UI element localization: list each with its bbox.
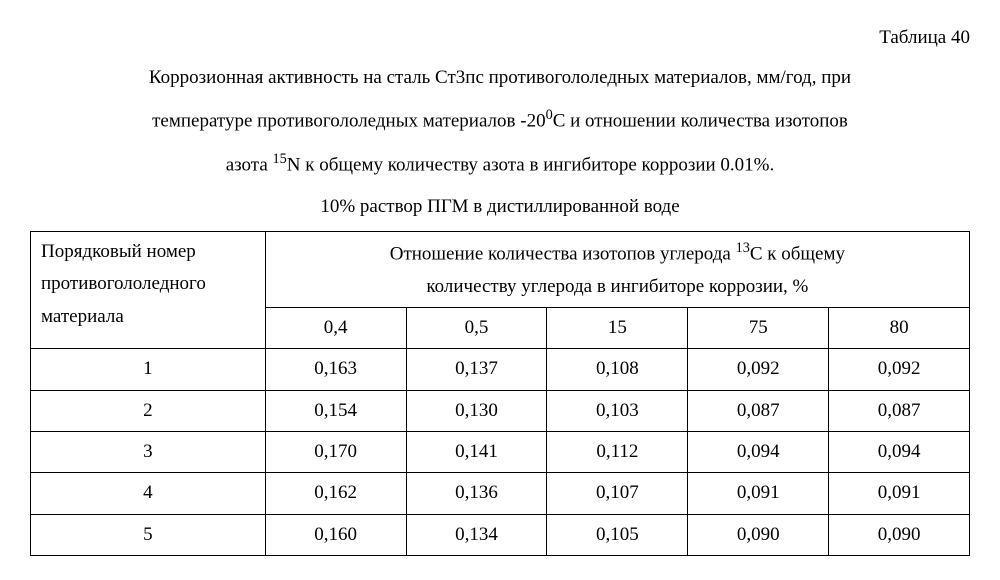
cell: 0,137 — [406, 349, 547, 390]
cell: 0,092 — [829, 349, 970, 390]
table-number: Таблица 40 — [30, 20, 970, 56]
cell: 0,091 — [688, 473, 829, 514]
header-span-c: количеству углерода в ингибиторе коррози… — [426, 276, 808, 297]
caption-line-1: Коррозионная активность на сталь Ст3пс п… — [30, 60, 970, 96]
caption-2a: температуре противогололедных материалов… — [152, 111, 545, 132]
cell: 0,107 — [547, 473, 688, 514]
row-index: 1 — [31, 349, 266, 390]
header-left-1: Порядковый номер — [41, 241, 196, 262]
caption-line-3: азота 15N к общему количеству азота в ин… — [30, 146, 970, 183]
table-row: 10,1630,1370,1080,0920,092 — [31, 349, 970, 390]
col-2: 0,5 — [406, 308, 547, 349]
cell: 0,091 — [829, 473, 970, 514]
table-row: 40,1620,1360,1070,0910,091 — [31, 473, 970, 514]
table-row: 30,1700,1410,1120,0940,094 — [31, 431, 970, 472]
table-row: 50,1600,1340,1050,0900,090 — [31, 514, 970, 555]
caption-2-sup: 0 — [546, 107, 553, 123]
caption-line-2: температуре противогололедных материалов… — [30, 102, 970, 139]
cell: 0,130 — [406, 390, 547, 431]
cell: 0,090 — [829, 514, 970, 555]
cell: 0,136 — [406, 473, 547, 514]
cell: 0,170 — [265, 431, 406, 472]
caption-line-4: 10% раствор ПГМ в дистиллированной воде — [30, 189, 970, 225]
cell: 0,094 — [829, 431, 970, 472]
cell: 0,160 — [265, 514, 406, 555]
row-index: 4 — [31, 473, 266, 514]
row-index: 3 — [31, 431, 266, 472]
cell: 0,163 — [265, 349, 406, 390]
header-span: Отношение количества изотопов углерода 1… — [265, 232, 969, 308]
col-4: 75 — [688, 308, 829, 349]
caption-3b: N к общему количеству азота в ингибиторе… — [287, 154, 774, 175]
cell: 0,162 — [265, 473, 406, 514]
cell: 0,103 — [547, 390, 688, 431]
cell: 0,087 — [829, 390, 970, 431]
data-table: Порядковый номер противогололедного матери… — [30, 231, 970, 556]
cell: 0,154 — [265, 390, 406, 431]
row-index: 5 — [31, 514, 266, 555]
header-span-sup: 13 — [736, 240, 750, 256]
row-index: 2 — [31, 390, 266, 431]
cell: 0,090 — [688, 514, 829, 555]
cell: 0,134 — [406, 514, 547, 555]
header-left: Порядковый номер противогололедного матери… — [31, 232, 266, 349]
cell: 0,141 — [406, 431, 547, 472]
cell: 0,092 — [688, 349, 829, 390]
header-span-b: С к общему — [750, 243, 845, 264]
header-left-3: материала — [41, 306, 124, 327]
cell: 0,087 — [688, 390, 829, 431]
cell: 0,105 — [547, 514, 688, 555]
caption-3a: азота — [226, 154, 273, 175]
header-span-a: Отношение количества изотопов углерода — [390, 243, 736, 264]
header-left-2: противогололедного — [41, 273, 206, 294]
table-row: 20,1540,1300,1030,0870,087 — [31, 390, 970, 431]
cell: 0,094 — [688, 431, 829, 472]
col-5: 80 — [829, 308, 970, 349]
cell: 0,108 — [547, 349, 688, 390]
col-3: 15 — [547, 308, 688, 349]
caption-2b: С и отношении количества изотопов — [553, 111, 848, 132]
caption-3-sup: 15 — [273, 151, 287, 167]
cell: 0,112 — [547, 431, 688, 472]
col-1: 0,4 — [265, 308, 406, 349]
